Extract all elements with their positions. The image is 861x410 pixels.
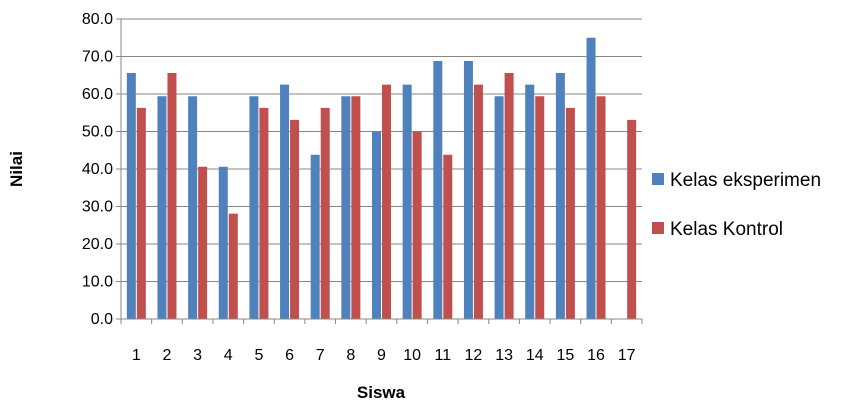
y-tick-label: 70.0	[82, 49, 113, 66]
bar-kontrol-1	[136, 107, 146, 319]
bar-kontrol-17	[627, 119, 637, 319]
bar-eksperimen-1	[126, 73, 136, 319]
bar-kontrol-9	[382, 84, 391, 319]
x-tick-label: 4	[224, 347, 233, 364]
x-tick-label: 17	[618, 347, 636, 364]
x-tick-label: 14	[526, 347, 544, 364]
bar-eksperimen-6	[280, 84, 290, 319]
x-tick-label: 6	[285, 347, 294, 364]
x-tick-label: 13	[495, 347, 513, 364]
bar-kontrol-4	[228, 213, 238, 319]
x-tick-label: 11	[434, 347, 451, 364]
y-tick-label: 0.0	[91, 311, 113, 328]
bar-eksperimen-7	[310, 154, 320, 319]
bar-kontrol-15	[565, 107, 575, 319]
bar-eksperimen-4	[218, 166, 228, 319]
x-tick-label: 12	[465, 347, 483, 364]
bar-eksperimen-2	[157, 96, 167, 319]
axes	[116, 18, 643, 324]
x-axis-title: Siswa	[357, 383, 406, 402]
x-tick-label: 3	[193, 347, 202, 364]
bar-eksperimen-13	[494, 96, 504, 319]
bar-kontrol-5	[259, 107, 269, 319]
bar-kontrol-7	[320, 107, 330, 319]
y-tick-label: 80.0	[82, 11, 113, 28]
bar-eksperimen-9	[372, 131, 381, 319]
y-axis-title: Nilai	[7, 151, 26, 187]
bar-kontrol-13	[504, 73, 514, 319]
y-tick-label: 40.0	[82, 161, 113, 178]
x-tick-label: 10	[403, 347, 421, 364]
legend-label: Kelas eksperimen	[670, 170, 821, 191]
y-tick-label: 20.0	[82, 236, 113, 253]
gridlines	[121, 18, 642, 282]
y-tick-label: 30.0	[82, 199, 113, 216]
x-tick-label: 7	[316, 347, 325, 364]
bars	[126, 37, 637, 319]
x-tick-label: 9	[377, 347, 386, 364]
bar-eksperimen-3	[188, 96, 198, 319]
bar-eksperimen-14	[525, 84, 535, 319]
y-tick-label: 10.0	[82, 274, 113, 291]
x-tick-label: 2	[163, 347, 172, 364]
bar-eksperimen-8	[341, 96, 351, 319]
y-tick-labels: 0.0 10.0 20.0 30.0 40.0 50.0 60.0 70.0 80.0	[82, 11, 113, 328]
legend-swatch	[652, 222, 664, 234]
bar-kontrol-12	[473, 84, 483, 319]
bar-kontrol-14	[535, 96, 545, 319]
x-tick-labels: 1 2 3 4 5 6 7 8 9 10 11 12 13 14 15 16 17	[132, 347, 636, 364]
x-tick-label: 8	[346, 347, 355, 364]
x-tick-label: 16	[587, 347, 605, 364]
y-tick-label: 60.0	[82, 86, 113, 103]
bar-eksperimen-16	[586, 37, 596, 319]
x-tick-label: 15	[556, 347, 574, 364]
bar-kontrol-3	[198, 166, 208, 319]
bar-kontrol-16	[596, 96, 606, 319]
bar-kontrol-10	[412, 131, 422, 319]
bar-kontrol-6	[290, 119, 300, 319]
bar-eksperimen-11	[433, 61, 443, 319]
x-tick-label: 1	[132, 347, 141, 364]
bar-eksperimen-12	[463, 61, 473, 319]
legend-label: Kelas Kontrol	[670, 219, 783, 240]
x-tick-label: 5	[254, 347, 263, 364]
bar-eksperimen-10	[402, 84, 412, 319]
legend: Kelas eksperimen Kelas Kontrol	[652, 170, 821, 240]
bar-kontrol-8	[351, 96, 361, 319]
legend-swatch	[652, 173, 664, 185]
bar-eksperimen-5	[249, 96, 259, 319]
bar-eksperimen-15	[555, 73, 565, 319]
bar-kontrol-2	[167, 73, 177, 319]
bar-kontrol-11	[443, 154, 453, 319]
y-tick-label: 50.0	[82, 124, 113, 141]
